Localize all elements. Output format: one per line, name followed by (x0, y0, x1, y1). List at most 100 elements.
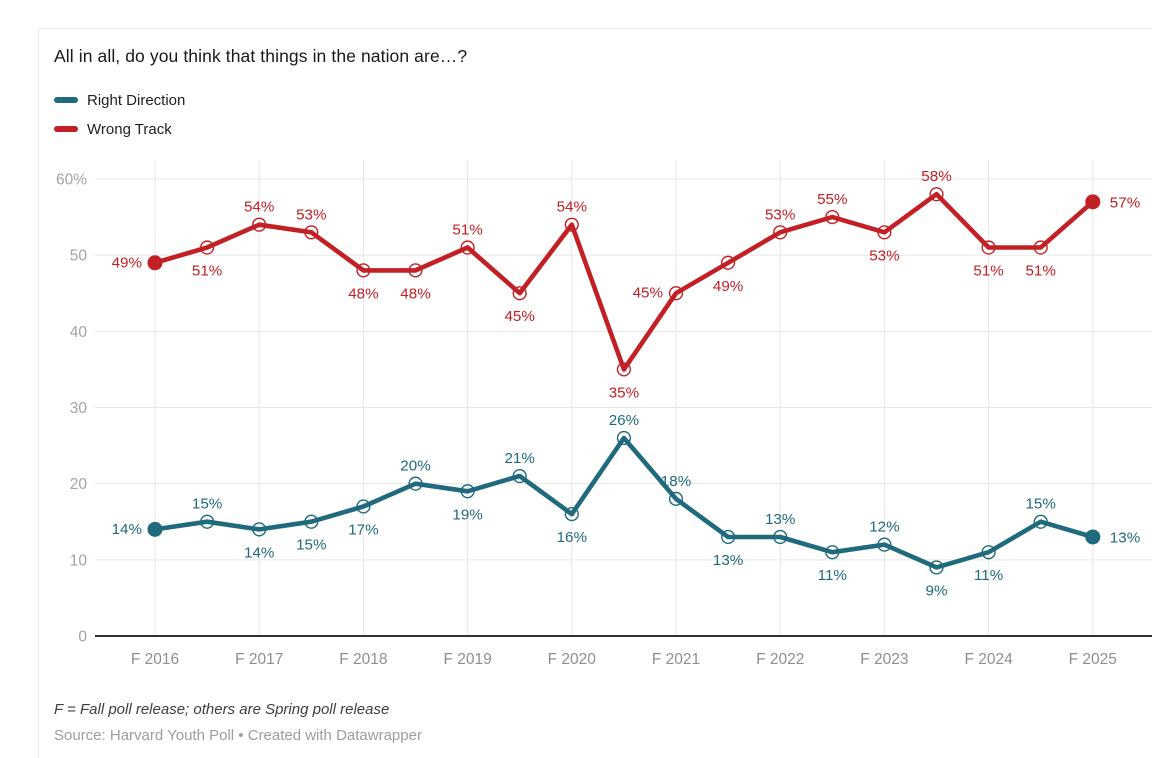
data-point-label-right-direction: 20% (400, 458, 430, 475)
chart-footnote: F = Fall poll release; others are Spring… (54, 701, 390, 718)
data-point-label-wrong-track: 51% (973, 263, 1003, 280)
y-tick-label: 30 (70, 400, 88, 417)
data-point-wrong-track (668, 286, 684, 301)
data-point-right-direction (304, 514, 319, 529)
data-point-label-right-direction: 11% (818, 567, 847, 584)
data-point-label-right-direction: 26% (609, 412, 639, 429)
series-line-wrong-track (152, 191, 1096, 372)
data-point-label-wrong-track: 49% (112, 254, 142, 271)
data-point-label-right-direction: 17% (348, 522, 378, 539)
data-point-wrong-track (773, 225, 788, 240)
data-point-right-direction (408, 476, 423, 491)
data-point-label-right-direction: 21% (504, 450, 534, 467)
data-point-label-wrong-track: 51% (1025, 263, 1055, 280)
data-point-wrong-track (512, 286, 527, 301)
legend-item-wrong-track: Wrong Track (54, 118, 185, 140)
data-point-label-wrong-track: 54% (557, 199, 587, 216)
x-tick-label: F 2023 (860, 651, 908, 668)
data-point-right-direction (929, 560, 944, 575)
x-tick-label: F 2019 (443, 651, 491, 668)
data-point-wrong-track (825, 209, 840, 225)
data-point-wrong-track (564, 217, 579, 232)
y-tick-label: 60% (56, 171, 87, 188)
data-point-right-direction (720, 529, 736, 545)
data-point-right-direction (356, 499, 371, 514)
data-point-label-right-direction: 13% (1110, 529, 1140, 546)
data-point-label-wrong-track: 55% (817, 191, 847, 208)
data-point-label-wrong-track: 35% (609, 384, 639, 401)
data-point-label-wrong-track: 58% (921, 168, 951, 185)
data-point-label-wrong-track: 51% (452, 222, 482, 239)
data-point-wrong-track (304, 225, 319, 240)
data-point-label-right-direction: 13% (765, 511, 795, 528)
data-point-right-direction (1085, 529, 1101, 545)
data-point-label-right-direction: 12% (869, 519, 899, 536)
data-point-label-wrong-track: 45% (633, 285, 663, 302)
data-point-label-right-direction: 15% (192, 496, 222, 513)
data-point-label-wrong-track: 51% (192, 263, 222, 280)
data-point-label-wrong-track: 45% (504, 308, 534, 325)
x-tick-label: F 2020 (548, 651, 597, 668)
chart-source: Source: Harvard Youth Poll • Created wit… (54, 727, 422, 744)
data-point-wrong-track (1033, 240, 1048, 255)
x-tick-label: F 2024 (964, 651, 1013, 668)
data-point-wrong-track (200, 240, 215, 255)
data-point-right-direction (981, 545, 996, 560)
data-point-label-right-direction: 13% (713, 552, 743, 569)
y-tick-label: 10 (70, 552, 88, 569)
data-point-label-wrong-track: 49% (713, 278, 743, 295)
y-tick-label: 40 (70, 324, 88, 341)
x-tick-label: F 2021 (652, 651, 700, 668)
data-point-right-direction (616, 430, 632, 446)
data-point-wrong-track (147, 255, 163, 271)
data-point-wrong-track (252, 217, 267, 232)
data-point-label-wrong-track: 53% (765, 206, 795, 223)
data-point-right-direction (460, 484, 475, 499)
legend: Right Direction Wrong Track (54, 89, 185, 147)
data-point-wrong-track (408, 263, 423, 278)
data-point-label-right-direction: 15% (1025, 496, 1055, 513)
x-tick-label: F 2022 (756, 651, 804, 668)
data-point-label-wrong-track: 53% (869, 247, 899, 264)
data-point-right-direction (825, 545, 840, 560)
data-point-label-right-direction: 11% (974, 567, 1003, 584)
data-point-label-right-direction: 14% (112, 521, 142, 538)
y-tick-label: 20 (70, 476, 88, 493)
data-point-label-right-direction: 18% (661, 473, 691, 490)
data-point-label-wrong-track: 53% (296, 206, 326, 223)
legend-item-right-direction: Right Direction (54, 89, 185, 111)
legend-label-wrong-track: Wrong Track (87, 120, 172, 138)
data-point-label-wrong-track: 57% (1110, 194, 1140, 211)
data-point-wrong-track (877, 225, 892, 240)
data-point-wrong-track (1085, 194, 1101, 210)
y-tick-label: 50 (70, 248, 88, 265)
data-point-wrong-track (929, 187, 944, 202)
data-point-right-direction (512, 468, 527, 484)
data-point-wrong-track (616, 362, 632, 377)
data-point-right-direction (668, 491, 684, 506)
data-point-right-direction (200, 514, 215, 529)
data-point-label-right-direction: 19% (452, 506, 482, 523)
data-point-right-direction (877, 537, 892, 552)
data-point-wrong-track (720, 255, 736, 270)
data-point-label-right-direction: 14% (244, 544, 274, 561)
legend-swatch-right-direction (54, 97, 78, 103)
data-point-right-direction (252, 522, 267, 537)
page-title: All in all, do you think that things in … (54, 46, 468, 66)
legend-swatch-wrong-track (54, 126, 78, 132)
data-point-wrong-track (981, 240, 996, 255)
x-tick-label: F 2017 (235, 651, 283, 668)
data-point-right-direction (564, 507, 579, 522)
data-point-label-right-direction: 9% (926, 582, 948, 599)
x-tick-label: F 2018 (339, 651, 387, 668)
data-point-wrong-track (460, 240, 475, 255)
series-line-right-direction (152, 435, 1096, 570)
data-point-right-direction (773, 529, 788, 545)
y-tick-label: 0 (78, 629, 87, 646)
x-tick-label: F 2016 (131, 651, 179, 668)
data-point-label-wrong-track: 48% (400, 285, 430, 302)
data-point-label-wrong-track: 54% (244, 199, 274, 216)
x-tick-label: F 2025 (1069, 651, 1117, 668)
